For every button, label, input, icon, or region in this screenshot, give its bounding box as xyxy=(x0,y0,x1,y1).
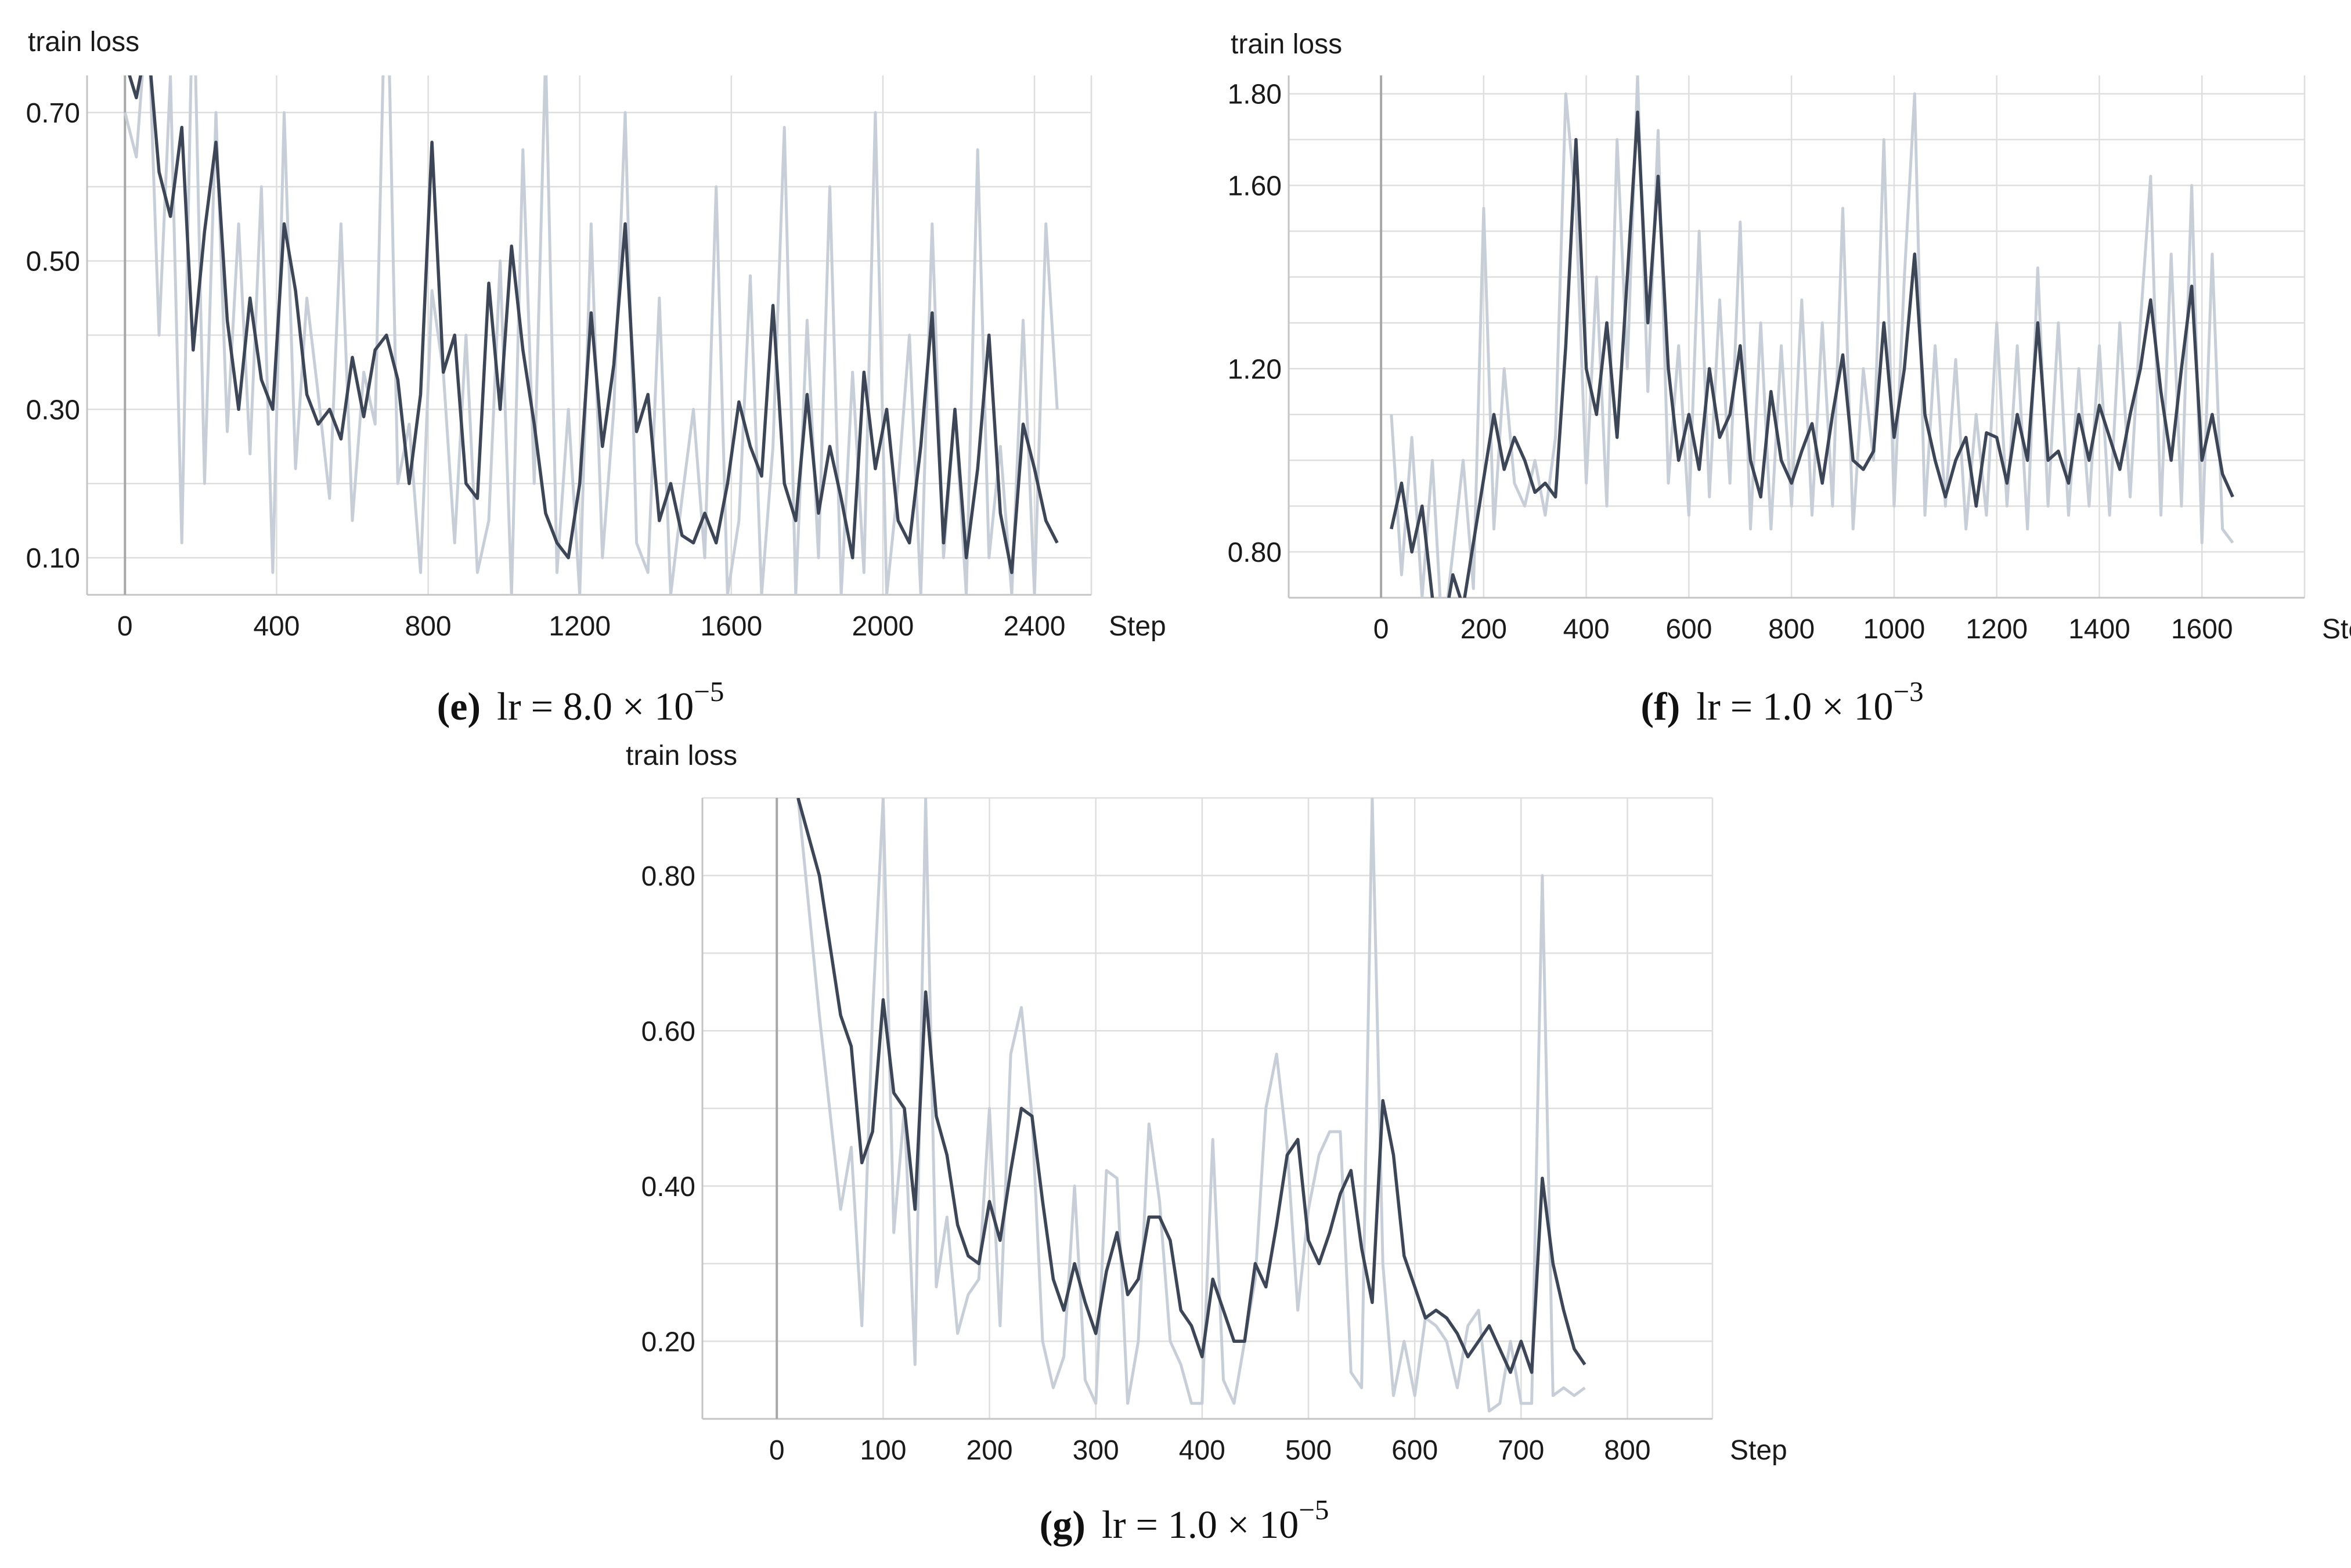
x-tick-label: 100 xyxy=(860,1435,906,1466)
series-smoothed-line xyxy=(128,75,1059,575)
x-tick-label: 800 xyxy=(1768,614,1815,645)
x-tick-label: 600 xyxy=(1665,614,1712,645)
x-tick-label: 400 xyxy=(1179,1435,1225,1466)
y-tick-label: 0.20 xyxy=(641,1327,695,1357)
y-tick-label: 0.60 xyxy=(641,1016,695,1047)
subfigure-caption: (g) lr = 1.0 × 10−5 xyxy=(1040,1494,1329,1547)
y-tick-label: 1.20 xyxy=(1228,354,1282,385)
x-axis-label: Step xyxy=(2322,614,2351,645)
y-axis-label: train loss xyxy=(626,740,737,771)
x-tick-label: 700 xyxy=(1498,1435,1544,1466)
x-tick-label: 2400 xyxy=(1004,611,1066,642)
series-raw-line xyxy=(796,798,1586,1413)
caption-label: (e) xyxy=(437,684,481,728)
caption-label: (f) xyxy=(1640,684,1680,728)
chart-f: 1.80 1.60 1.20 0.80 0 200 400 600 800 1000 1200 140… xyxy=(1228,29,2351,728)
caption-exponent: −5 xyxy=(694,675,724,707)
chart-e: 0.70 0.50 0.30 0.10 0 400 800 1200 1600 2000 2400 S… xyxy=(26,27,1166,728)
x-tick-label: 200 xyxy=(1461,614,1507,645)
series-raw-line xyxy=(123,75,1059,595)
y-tick-label: 0.80 xyxy=(1228,537,1282,568)
y-axis-label: train loss xyxy=(1231,29,1342,60)
series-smoothed-line xyxy=(796,798,1586,1374)
y-tick-label: 0.30 xyxy=(26,395,80,425)
y-tick-label: 0.70 xyxy=(26,98,80,129)
x-tick-label: 600 xyxy=(1391,1435,1438,1466)
caption-exponent: −5 xyxy=(1299,1494,1329,1526)
x-tick-label: 1200 xyxy=(549,611,611,642)
x-tick-label: 1200 xyxy=(1966,614,2028,645)
y-tick-label: 1.80 xyxy=(1228,80,1282,110)
x-tick-label: 800 xyxy=(405,611,452,642)
caption-exponent: −3 xyxy=(1894,675,1924,707)
x-tick-label: 1400 xyxy=(2068,614,2130,645)
y-tick-label: 1.60 xyxy=(1228,171,1282,201)
y-tick-label: 0.80 xyxy=(641,861,695,892)
chart-g: 0.80 0.60 0.40 0.20 0 100 200 300 400 500 600 700 80… xyxy=(626,740,1787,1547)
x-tick-label: 400 xyxy=(253,611,300,642)
caption-text: lr = 1.0 × 10 xyxy=(1696,684,1893,728)
x-tick-label: 300 xyxy=(1073,1435,1119,1466)
series-raw-line xyxy=(1390,75,2234,598)
x-tick-label: 0 xyxy=(769,1435,785,1466)
x-tick-label: 1000 xyxy=(1863,614,1925,645)
x-tick-label: 800 xyxy=(1604,1435,1650,1466)
x-tick-label: 200 xyxy=(966,1435,1012,1466)
caption-text: lr = 1.0 × 10 xyxy=(1102,1502,1299,1547)
x-tick-label: 500 xyxy=(1285,1435,1332,1466)
caption-label: (g) xyxy=(1040,1502,1086,1547)
y-tick-label: 0.40 xyxy=(641,1172,695,1202)
series-smoothed-line xyxy=(1390,110,2234,598)
x-tick-label: 0 xyxy=(1373,614,1389,645)
x-tick-label: 1600 xyxy=(700,611,762,642)
subfigure-caption: (e) lr = 8.0 × 10−5 xyxy=(437,675,724,728)
x-tick-label: 2000 xyxy=(852,611,914,642)
x-tick-label: 1600 xyxy=(2171,614,2233,645)
subfigure-caption: (f) lr = 1.0 × 10−3 xyxy=(1640,675,1923,728)
y-axis-label: train loss xyxy=(28,27,139,57)
y-tick-label: 0.50 xyxy=(26,247,80,277)
x-axis-label: Step xyxy=(1109,611,1166,642)
x-tick-label: 0 xyxy=(117,611,133,642)
caption-text: lr = 8.0 × 10 xyxy=(497,684,694,728)
x-tick-label: 400 xyxy=(1563,614,1610,645)
y-tick-label: 0.10 xyxy=(26,543,80,574)
x-axis-label: Step xyxy=(1730,1435,1787,1466)
